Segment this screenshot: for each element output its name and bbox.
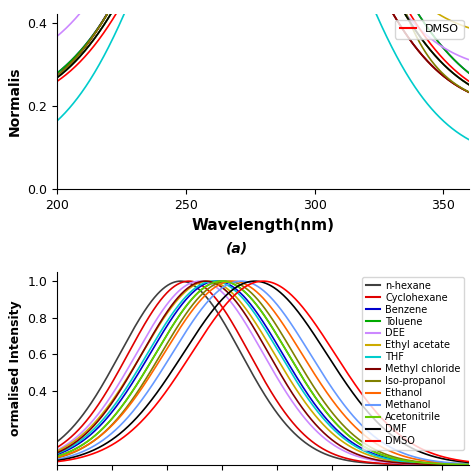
X-axis label: Wavelength(nm): Wavelength(nm) <box>191 218 335 233</box>
Y-axis label: Normalis: Normalis <box>8 67 22 137</box>
Text: (a): (a) <box>226 242 248 256</box>
Legend: n-hexane, Cyclohexane, Benzene, Toluene, DEE, Ethyl acetate, THF, Methyl chlorid: n-hexane, Cyclohexane, Benzene, Toluene,… <box>362 277 465 450</box>
Y-axis label: ormalised Intensity: ormalised Intensity <box>9 301 22 436</box>
Legend: DMSO: DMSO <box>395 20 464 39</box>
